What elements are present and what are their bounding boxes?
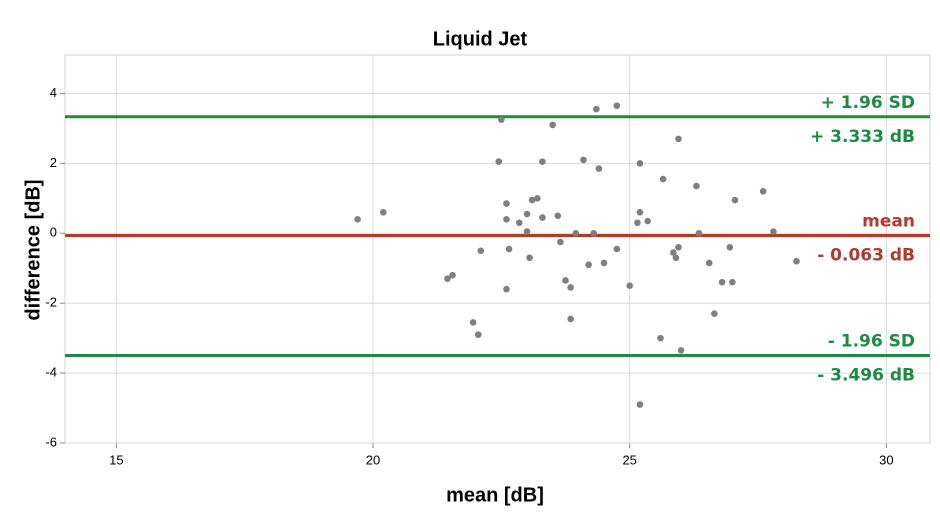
data-point (793, 257, 800, 265)
reference-name: mean (862, 211, 915, 231)
data-point (539, 158, 546, 165)
data-point (567, 284, 574, 291)
data-point (636, 160, 644, 167)
data-point (600, 259, 608, 267)
data-point (693, 182, 700, 190)
data-point (644, 217, 651, 225)
x-axis-label: mean [dB] (446, 484, 544, 506)
data-point (557, 238, 564, 246)
reference-value-label: - 0.063 dB (817, 245, 915, 265)
data-point (554, 212, 562, 220)
data-point (523, 228, 531, 235)
data-point (626, 282, 633, 290)
data-point (572, 229, 580, 237)
data-point (677, 347, 685, 354)
data-point (477, 247, 485, 255)
y-axis-label: difference [dB] (22, 179, 44, 320)
data-point (634, 219, 641, 227)
reference-name: + 1.96 SD (821, 93, 915, 113)
data-point (729, 278, 736, 286)
plot-area (64, 54, 931, 444)
data-point (613, 245, 621, 253)
data-point (505, 245, 513, 253)
data-point (636, 208, 644, 216)
data-point (590, 229, 598, 237)
data-point (675, 243, 682, 251)
data-point (379, 208, 387, 216)
y-tick-label: -2 (45, 295, 57, 310)
data-point (539, 214, 546, 221)
data-point (580, 156, 587, 164)
x-tick-label: 30 (879, 452, 893, 467)
x-tick-label: 15 (109, 452, 123, 467)
data-point (495, 158, 503, 165)
data-point (672, 254, 680, 262)
data-point (659, 175, 667, 183)
reference-value-label: + 3.333 dB (810, 127, 915, 147)
data-point (759, 188, 767, 195)
x-tick-label: 25 (622, 452, 636, 467)
reference-name: - 1.96 SD (828, 331, 915, 351)
chart-title: Liquid Jet (433, 28, 528, 50)
data-point (695, 229, 703, 237)
data-point (503, 215, 510, 223)
data-point (593, 105, 600, 113)
data-point (444, 275, 451, 283)
y-tick-label: 4 (50, 85, 57, 100)
data-point (613, 102, 621, 109)
data-point (567, 315, 574, 323)
data-point (595, 165, 603, 172)
data-point (503, 200, 510, 207)
data-point (549, 121, 556, 129)
data-point (498, 116, 505, 123)
data-point (449, 271, 456, 279)
data-point (636, 401, 644, 408)
data-point (711, 310, 718, 317)
data-point (523, 210, 531, 218)
data-point (503, 285, 510, 293)
data-point (770, 228, 777, 235)
data-point (474, 331, 482, 338)
y-tick-label: -6 (45, 434, 57, 449)
y-tick-label: -4 (45, 365, 57, 380)
y-tick-label: 2 (50, 155, 57, 170)
data-point (731, 196, 739, 204)
data-point (670, 249, 677, 256)
y-tick-label: 0 (50, 225, 57, 240)
x-tick-label: 20 (366, 452, 380, 467)
data-point (354, 215, 361, 223)
data-point (726, 243, 734, 251)
data-point (718, 278, 726, 286)
data-point (675, 135, 682, 143)
data-point (657, 334, 664, 342)
data-point (469, 319, 477, 326)
data-point (562, 277, 569, 284)
data-point (526, 254, 533, 262)
data-point (585, 261, 592, 269)
data-point (528, 196, 536, 204)
data-point (705, 259, 713, 267)
reference-value-label: - 3.496 dB (817, 365, 915, 385)
data-point (516, 219, 523, 227)
data-point (533, 195, 541, 202)
